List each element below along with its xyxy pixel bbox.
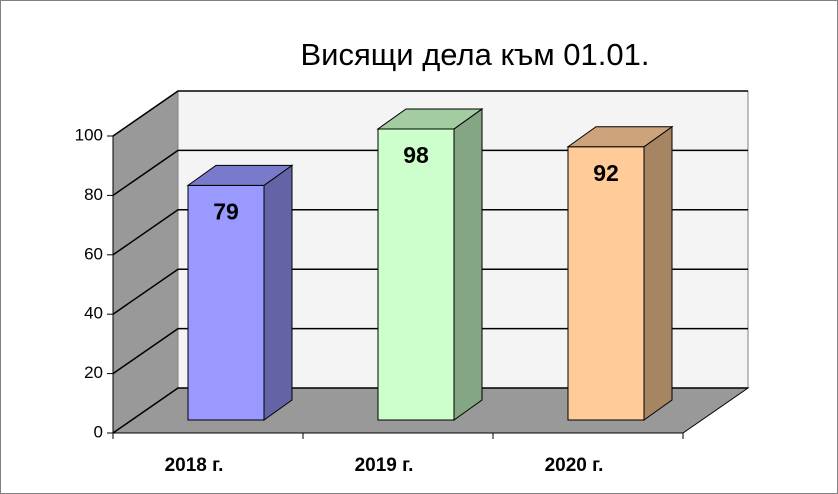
bar-side	[643, 125, 673, 421]
y-tick-label: 40	[84, 304, 103, 323]
y-tick-label: 100	[75, 125, 103, 144]
chart-title: Висящи дела към 01.01.	[300, 37, 649, 72]
bar-top	[566, 126, 674, 148]
grid-line	[112, 209, 748, 256]
y-tick-label: 80	[84, 185, 103, 204]
side-wall	[112, 90, 179, 434]
grid-line	[112, 268, 748, 315]
grid-line	[112, 149, 748, 197]
data-label: 98	[403, 142, 429, 168]
bar-top	[376, 108, 484, 130]
data-label: 92	[593, 160, 619, 186]
bar-front	[377, 128, 455, 421]
bar-front	[187, 184, 265, 421]
y-tick-label: 60	[84, 244, 103, 263]
data-label: 79	[213, 198, 239, 224]
y-tick-label: 20	[84, 363, 103, 382]
grid-line	[112, 387, 748, 434]
x-tick-label: 2020 г.	[545, 455, 604, 476]
x-tick-label: 2019 г.	[355, 455, 414, 476]
grid-line	[112, 327, 748, 375]
bar-side	[263, 164, 293, 421]
bar-side	[453, 107, 483, 421]
bar-front	[567, 146, 645, 421]
bar-top	[186, 164, 294, 186]
x-tick-label: 2018 г.	[165, 455, 224, 476]
y-tick-label: 0	[94, 422, 103, 441]
grid-line	[112, 90, 748, 137]
